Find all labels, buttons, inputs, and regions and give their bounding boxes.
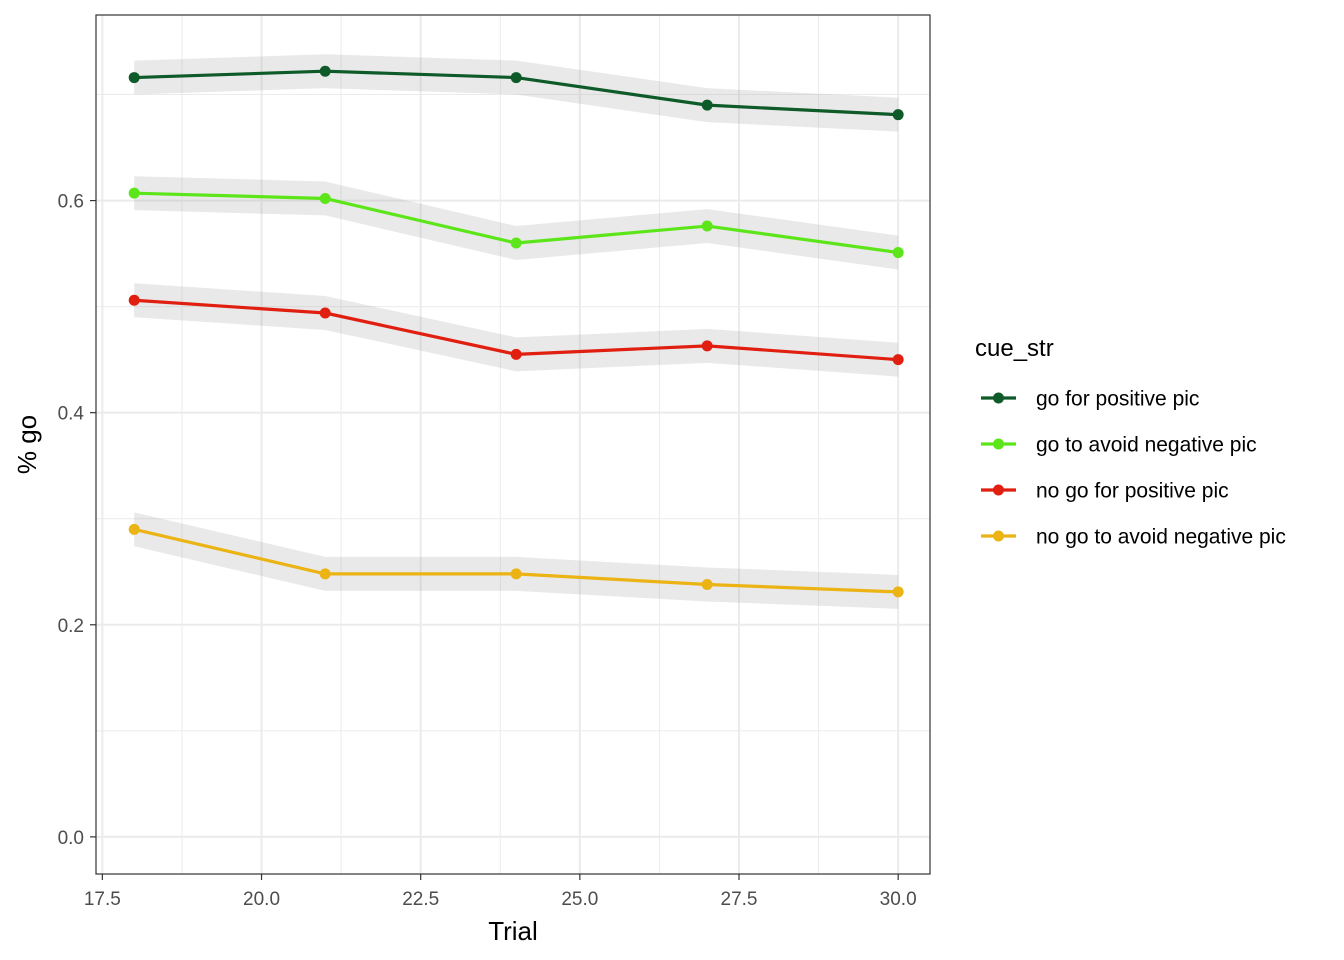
legend-key-point [993, 438, 1004, 450]
series-lines [133, 69, 899, 594]
y-tick-label: 0.2 [58, 616, 84, 637]
legend-label: go for positive pic [1036, 388, 1199, 411]
y-tick-label: 0.4 [58, 404, 85, 425]
y-axis-ticks: 0.0 0.2 0.4 0.6 [58, 192, 96, 849]
data-point [128, 72, 140, 84]
data-point [892, 354, 904, 366]
y-tick-label: 0.0 [58, 828, 84, 849]
data-point [510, 348, 522, 360]
confidence-band [134, 54, 899, 132]
confidence-band [134, 176, 899, 270]
data-point [701, 578, 713, 590]
legend-key-point [993, 392, 1004, 404]
data-point [128, 523, 140, 535]
legend-label: no go for positive pic [1036, 480, 1229, 503]
data-point [701, 99, 713, 111]
x-tick-label: 27.5 [721, 889, 758, 910]
data-point [701, 220, 713, 232]
data-point [701, 340, 713, 352]
confidence-bands [134, 54, 899, 609]
legend: cue_str go for positive pic go to avoid n… [975, 335, 1286, 549]
data-point [510, 568, 522, 580]
confidence-band [134, 283, 899, 377]
x-axis-ticks: 17.5 20.0 22.5 25.0 27.5 30.0 [84, 874, 917, 910]
y-axis-title: % go [12, 415, 42, 474]
x-axis-title: Trial [488, 916, 538, 946]
data-point [128, 187, 140, 199]
legend-key-point [993, 484, 1004, 496]
data-point [319, 192, 331, 204]
data-point [892, 586, 904, 598]
x-tick-label: 20.0 [243, 889, 280, 910]
data-point [319, 568, 331, 580]
panel-border [95, 14, 931, 875]
data-point [892, 247, 904, 259]
x-tick-label: 30.0 [880, 889, 917, 910]
x-tick-label: 17.5 [84, 889, 121, 910]
grid-lines [96, 15, 930, 874]
x-tick-label: 25.0 [561, 889, 598, 910]
legend-label: no go to avoid negative pic [1036, 526, 1286, 549]
data-point [319, 307, 331, 319]
legend-title: cue_str [975, 335, 1054, 362]
x-tick-label: 22.5 [402, 889, 439, 910]
series-points [128, 65, 904, 598]
y-tick-label: 0.6 [58, 192, 84, 213]
legend-items: go for positive pic go to avoid negative … [981, 388, 1286, 549]
confidence-band [134, 512, 899, 609]
data-point [510, 72, 522, 84]
data-point [319, 65, 331, 77]
data-point [892, 109, 904, 121]
data-point [510, 237, 522, 249]
data-point [128, 294, 140, 306]
legend-label: go to avoid negative pic [1036, 434, 1257, 457]
legend-key-point [993, 530, 1004, 542]
